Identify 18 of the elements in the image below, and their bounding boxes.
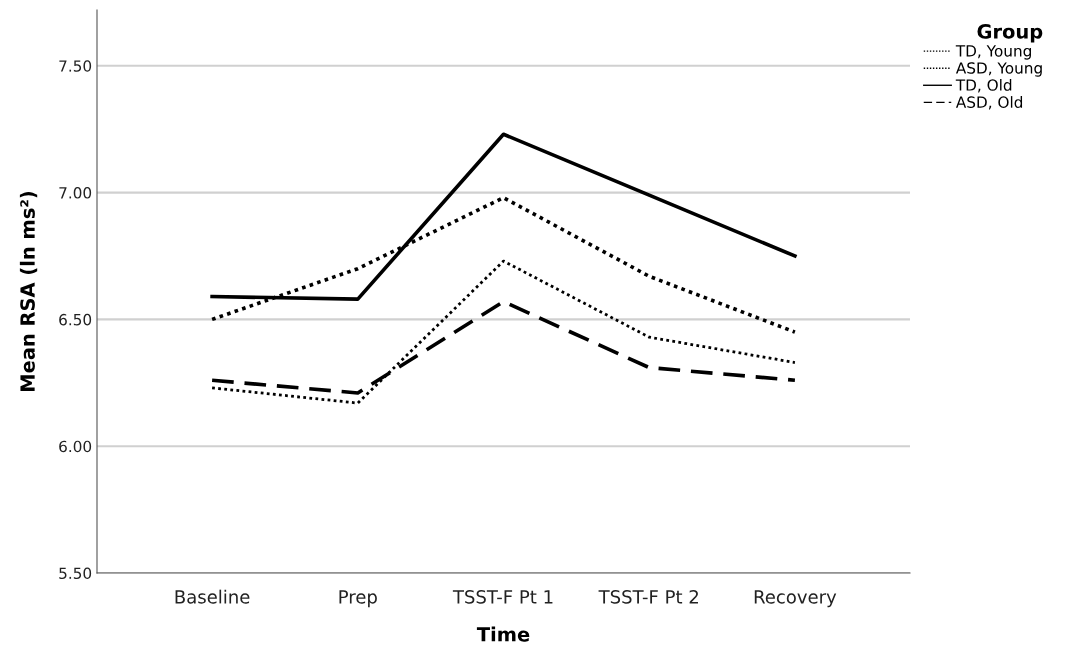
y-tick-label: 7.00 — [59, 187, 92, 199]
x-tick-label: Prep — [339, 590, 377, 608]
x-tick-label: TSST-F Pt 2 — [598, 589, 698, 604]
legend-label: ASD, Young — [955, 62, 1042, 77]
y-tick-label: 5.50 — [59, 567, 92, 580]
x-axis-title: Time — [476, 626, 530, 642]
legend-label: TD, Young — [955, 45, 1031, 60]
x-tick-label: TSST-F Pt 1 — [452, 589, 553, 604]
x-tick-label: Recovery — [754, 590, 837, 608]
line-series — [210, 259, 797, 405]
y-tick-label: 6.00 — [59, 440, 92, 453]
y-tick-label: 7.50 — [59, 60, 92, 72]
legend-title: Group — [977, 24, 1043, 43]
legend-label: TD, Old — [955, 79, 1012, 93]
y-axis-title: Mean RSA (ln ms²) — [19, 191, 38, 391]
x-tick-label: Baseline — [175, 589, 250, 604]
legend-label: ASD, Old — [955, 96, 1023, 110]
y-tick-label: 6.50 — [59, 313, 92, 326]
